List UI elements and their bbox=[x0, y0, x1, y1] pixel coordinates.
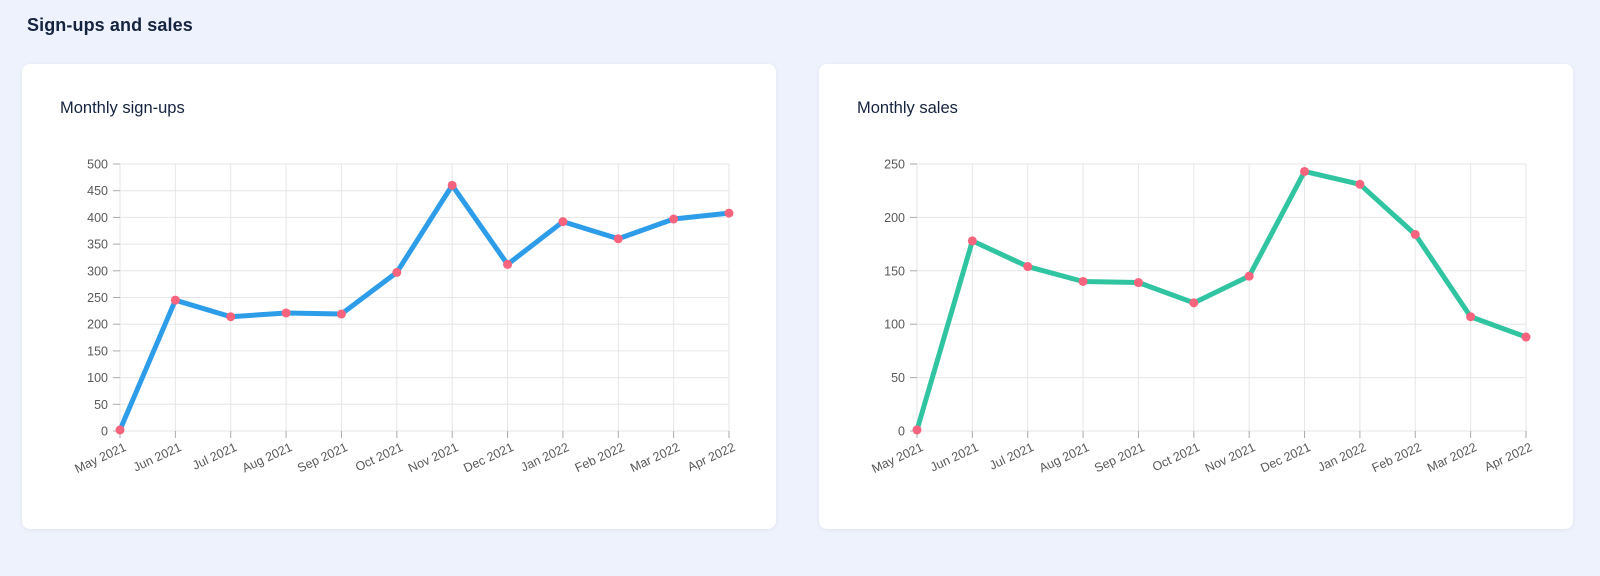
data-point[interactable] bbox=[912, 425, 922, 435]
x-tick-label: Aug 2021 bbox=[1037, 440, 1091, 475]
y-tick-label: 350 bbox=[87, 238, 108, 252]
data-points bbox=[115, 180, 734, 435]
sales-chart-title: Monthly sales bbox=[857, 99, 958, 117]
data-point[interactable] bbox=[1410, 229, 1420, 239]
x-tick-label: Sep 2021 bbox=[295, 440, 349, 475]
y-tick-label: 50 bbox=[94, 398, 108, 412]
x-axis: May 2021 Jun 2021 Jul 2021 Aug 2021 Sep 2021… bbox=[870, 431, 1534, 476]
data-point[interactable] bbox=[1023, 262, 1033, 272]
x-axis: May 2021 Jun 2021 Jul 2021 Aug 2021 Sep 2021… bbox=[73, 431, 737, 476]
y-axis: 0 50 100 150 200 250 300 350 400 450 500 bbox=[87, 158, 120, 439]
x-tick-label: Jun 2021 bbox=[131, 440, 184, 474]
data-point[interactable] bbox=[281, 308, 291, 318]
x-tick-label: Jan 2022 bbox=[1316, 440, 1369, 474]
x-tick-label: Apr 2022 bbox=[1482, 440, 1534, 474]
y-tick-label: 200 bbox=[884, 211, 905, 225]
x-tick-label: May 2021 bbox=[73, 440, 129, 476]
x-tick-label: May 2021 bbox=[870, 440, 926, 476]
x-tick-label: Jul 2021 bbox=[190, 440, 239, 473]
page-title: Sign-ups and sales bbox=[27, 15, 193, 35]
y-tick-label: 150 bbox=[87, 344, 108, 358]
x-tick-label: Apr 2022 bbox=[685, 440, 737, 474]
data-point[interactable] bbox=[226, 312, 236, 322]
sales-card: Monthly sales 0 50 100 150 200 250 May 2021 Jun… bbox=[819, 64, 1573, 529]
y-tick-label: 50 bbox=[891, 371, 905, 385]
y-tick-label: 450 bbox=[87, 184, 108, 198]
series-line bbox=[914, 168, 1529, 433]
data-point[interactable] bbox=[1300, 166, 1310, 176]
y-axis: 0 50 100 150 200 250 bbox=[884, 158, 917, 439]
data-point[interactable] bbox=[613, 234, 623, 244]
grid bbox=[119, 163, 730, 432]
signups-card: Monthly sign-ups 0 50 100 150 200 250 300 350 40… bbox=[22, 64, 776, 529]
y-tick-label: 400 bbox=[87, 211, 108, 225]
signups-chart-title: Monthly sign-ups bbox=[60, 99, 185, 117]
series-line bbox=[117, 182, 732, 433]
x-tick-label: Mar 2022 bbox=[628, 440, 682, 475]
y-tick-label: 150 bbox=[884, 264, 905, 278]
grid bbox=[916, 163, 1527, 432]
x-tick-label: Mar 2022 bbox=[1425, 440, 1479, 475]
data-point[interactable] bbox=[1355, 179, 1365, 189]
y-tick-label: 500 bbox=[87, 158, 108, 172]
page: Sign-ups and sales Monthly sign-ups 0 50 1… bbox=[22, 15, 1600, 529]
data-point[interactable] bbox=[669, 214, 679, 224]
x-tick-label: Nov 2021 bbox=[406, 440, 460, 475]
data-point[interactable] bbox=[1078, 276, 1088, 286]
x-tick-label: Aug 2021 bbox=[240, 440, 294, 475]
data-point[interactable] bbox=[336, 309, 346, 319]
data-point[interactable] bbox=[503, 259, 513, 269]
data-point[interactable] bbox=[447, 180, 457, 190]
x-tick-label: Nov 2021 bbox=[1203, 440, 1257, 475]
y-tick-label: 0 bbox=[898, 425, 905, 439]
y-tick-label: 250 bbox=[884, 158, 905, 172]
data-point[interactable] bbox=[1521, 332, 1531, 342]
x-tick-label: Jan 2022 bbox=[519, 440, 572, 474]
x-tick-label: Dec 2021 bbox=[1258, 440, 1312, 475]
y-tick-label: 250 bbox=[87, 291, 108, 305]
x-tick-label: Oct 2021 bbox=[353, 440, 405, 474]
y-tick-label: 100 bbox=[884, 318, 905, 332]
data-point[interactable] bbox=[1189, 298, 1199, 308]
x-tick-label: Feb 2022 bbox=[1370, 440, 1424, 475]
x-tick-label: Jul 2021 bbox=[987, 440, 1036, 473]
data-point[interactable] bbox=[1133, 278, 1143, 288]
data-point[interactable] bbox=[558, 217, 568, 227]
data-points bbox=[912, 166, 1531, 435]
data-point[interactable] bbox=[1244, 271, 1254, 281]
data-point[interactable] bbox=[1466, 312, 1476, 322]
x-tick-label: Feb 2022 bbox=[573, 440, 627, 475]
data-point[interactable] bbox=[392, 267, 402, 277]
data-point[interactable] bbox=[724, 208, 734, 218]
x-tick-label: Dec 2021 bbox=[461, 440, 515, 475]
data-point[interactable] bbox=[170, 295, 180, 305]
data-point[interactable] bbox=[115, 425, 125, 435]
charts-row: Monthly sign-ups 0 50 100 150 200 250 300 350 40… bbox=[22, 64, 1600, 529]
y-tick-label: 300 bbox=[87, 264, 108, 278]
x-tick-label: Jun 2021 bbox=[928, 440, 981, 474]
y-tick-label: 0 bbox=[101, 425, 108, 439]
x-tick-label: Oct 2021 bbox=[1150, 440, 1202, 474]
y-tick-label: 200 bbox=[87, 318, 108, 332]
y-tick-label: 100 bbox=[87, 371, 108, 385]
data-point[interactable] bbox=[967, 236, 977, 246]
x-tick-label: Sep 2021 bbox=[1092, 440, 1146, 475]
